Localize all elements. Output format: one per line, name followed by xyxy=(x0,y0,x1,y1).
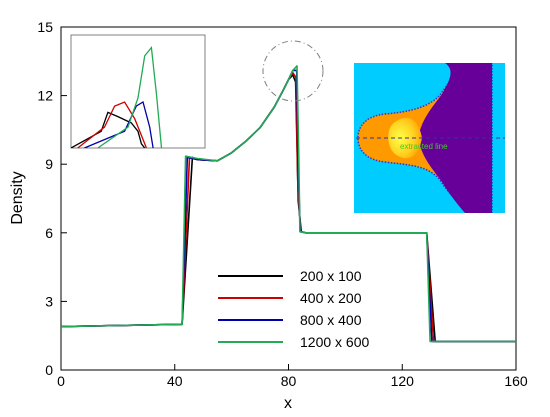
y-tick-label: 15 xyxy=(37,19,53,35)
y-tick-label: 12 xyxy=(37,88,53,104)
series-lines xyxy=(61,65,516,343)
zoom-inset-lines xyxy=(71,45,163,148)
y-tick-label: 3 xyxy=(45,293,53,309)
y-axis-label: Density xyxy=(9,171,26,224)
y-axis-ticks: 0 3 6 9 12 15 xyxy=(37,19,67,378)
legend-label: 1200 x 600 xyxy=(300,334,369,350)
x-tick-label: 40 xyxy=(167,373,183,389)
x-tick-label: 120 xyxy=(391,373,415,389)
x-tick-label: 80 xyxy=(281,373,297,389)
flow-field-inset: extracted line xyxy=(354,63,505,213)
y-tick-label: 0 xyxy=(45,362,53,378)
y-tick-label: 6 xyxy=(45,225,53,241)
x-tick-label: 160 xyxy=(504,373,528,389)
zoom-line-4 xyxy=(97,45,163,148)
zoom-line-3 xyxy=(84,100,154,148)
series-line-4 xyxy=(61,65,516,343)
legend: 200 x 100 400 x 200 800 x 400 1200 x 600 xyxy=(218,268,369,350)
zoom-line-2 xyxy=(77,101,148,148)
y-tick-label: 9 xyxy=(45,156,53,172)
highlight-circle xyxy=(262,40,324,102)
legend-label: 200 x 100 xyxy=(300,268,362,284)
x-tick-label: 0 xyxy=(57,373,65,389)
x-axis-ticks: 0 40 80 120 160 xyxy=(57,364,528,389)
legend-label: 400 x 200 xyxy=(300,290,362,306)
legend-label: 800 x 400 xyxy=(300,312,362,328)
x-axis-label: x xyxy=(284,395,292,412)
zoom-inset xyxy=(70,34,206,149)
extracted-line-label: extracted line xyxy=(400,142,448,151)
